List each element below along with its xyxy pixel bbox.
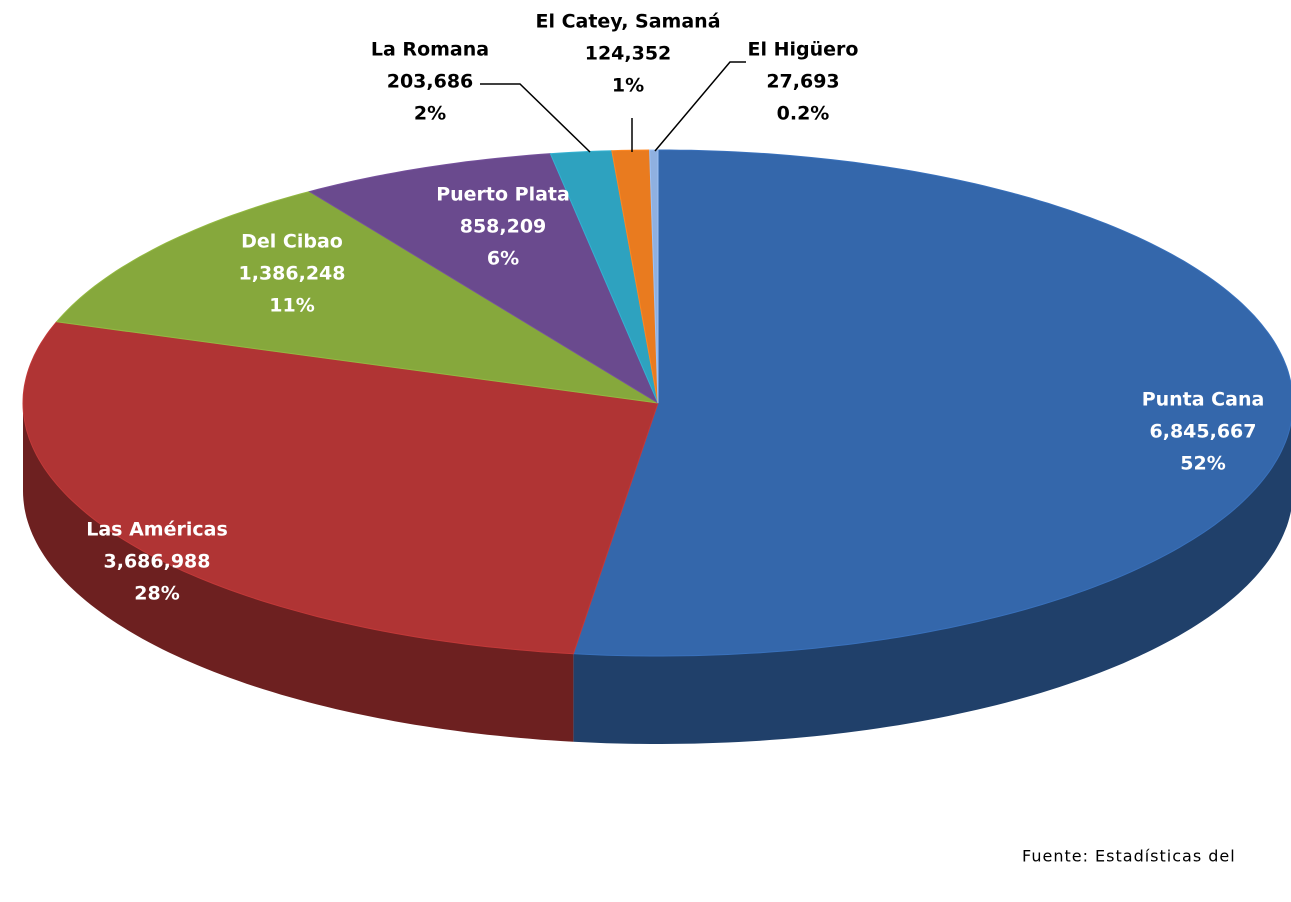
value-label: 124,352	[585, 43, 672, 65]
pie-side	[573, 423, 1291, 744]
value-label: 203,686	[387, 71, 474, 93]
pie-sides	[23, 403, 1291, 744]
percent-label: 6%	[487, 248, 519, 270]
pie-slice	[572, 149, 1291, 657]
value-label: 6,845,667	[1150, 421, 1257, 443]
percent-label: 2%	[414, 103, 446, 125]
pie-slice	[549, 150, 659, 404]
slice-label: Las Américas	[86, 519, 228, 541]
percent-label: 1%	[612, 75, 644, 97]
percent-label: 0.2%	[777, 103, 830, 125]
value-label: 27,693	[766, 71, 839, 93]
percent-label: 52%	[1180, 453, 1225, 475]
leader-line	[480, 83, 591, 153]
value-label: 858,209	[460, 216, 547, 238]
pie-slice	[649, 149, 659, 404]
pie-slice	[22, 321, 659, 655]
pie-tops	[22, 149, 1291, 657]
pie-side	[23, 403, 574, 742]
source-note: Fuente: Estadísticas del	[1022, 847, 1236, 866]
slice-label: Punta Cana	[1142, 389, 1265, 411]
percent-label: 28%	[134, 583, 179, 605]
pie-slice	[55, 190, 659, 404]
percent-label: 11%	[269, 295, 314, 317]
slice-label: El Higüero	[748, 39, 859, 61]
labels: Punta Cana 6,845,667 52% Las Américas 3,686,…	[86, 11, 1264, 605]
slice-label: Del Cibao	[241, 231, 343, 253]
slice-label: La Romana	[371, 39, 489, 61]
value-label: 1,386,248	[239, 263, 346, 285]
slice-label: Puerto Plata	[436, 184, 570, 206]
value-label: 3,686,988	[104, 551, 211, 573]
slice-label: El Catey, Samaná	[535, 11, 720, 33]
leader-lines	[480, 61, 746, 153]
leader-line	[654, 61, 746, 152]
pie-slice	[308, 153, 660, 405]
